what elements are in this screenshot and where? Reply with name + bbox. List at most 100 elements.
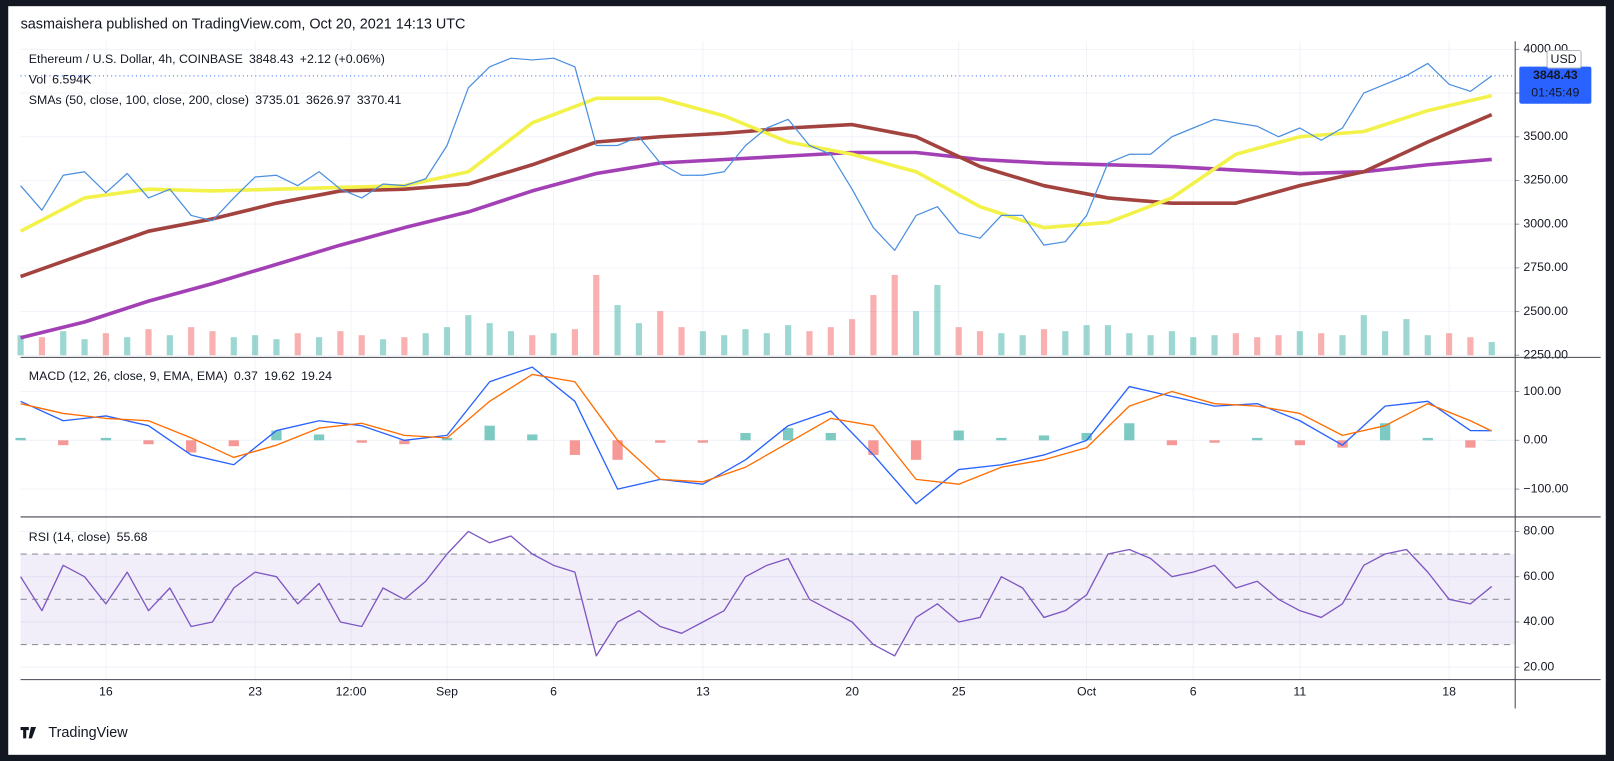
rsi-last: 55.68 xyxy=(117,530,148,544)
volume-bar xyxy=(934,284,941,356)
volume-bar xyxy=(827,327,834,356)
macd-title: MACD (12, 26, close, 9, EMA, EMA) xyxy=(29,369,228,383)
y-tick-label: −100.00 xyxy=(1523,481,1568,495)
y-tick-label: 80.00 xyxy=(1523,524,1554,538)
volume-bar xyxy=(124,337,131,356)
signal-last: 19.24 xyxy=(301,369,332,383)
volume-bar xyxy=(1104,325,1112,356)
x-tick-label: 20 xyxy=(845,684,859,698)
histogram-bar xyxy=(1465,440,1476,448)
volume-bar xyxy=(998,333,1005,356)
x-tick-label: 18 xyxy=(1442,684,1456,698)
x-tick-label: 6 xyxy=(1190,684,1197,698)
y-tick-label: 2500.00 xyxy=(1523,304,1568,318)
volume-bar xyxy=(976,331,984,356)
volume-bar xyxy=(678,327,685,356)
series-line xyxy=(20,373,1493,485)
hist-last: 0.37 xyxy=(234,369,258,383)
volume-bar xyxy=(593,274,600,356)
x-tick-label: 13 xyxy=(696,684,710,698)
volume-bar xyxy=(60,331,67,356)
volume-bar xyxy=(1254,337,1261,356)
histogram-bar xyxy=(1081,432,1092,441)
y-tick-label: 20.00 xyxy=(1523,659,1554,673)
volume-bar xyxy=(443,327,451,356)
volume-bar xyxy=(1424,335,1431,356)
x-tick-label: 12:00 xyxy=(336,684,367,698)
x-tick-label: 25 xyxy=(952,684,966,698)
y-tick-label: 0.00 xyxy=(1523,433,1547,447)
series-line xyxy=(20,530,1493,657)
histogram-bar xyxy=(910,440,922,460)
x-tick-label: 16 xyxy=(99,684,113,698)
volume-bar xyxy=(166,335,173,356)
currency-box xyxy=(1546,49,1582,69)
volume-bar xyxy=(401,337,408,356)
volume-bar xyxy=(294,333,301,356)
volume-last: 6.594K xyxy=(52,73,92,87)
volume-bar xyxy=(891,274,898,356)
histogram-bar xyxy=(58,440,69,446)
publish-header: sasmaishera published on TradingView.com… xyxy=(21,17,466,33)
histogram-bar xyxy=(1422,437,1433,441)
y-tick-label: 3250.00 xyxy=(1523,173,1568,187)
histogram-bar xyxy=(782,428,794,441)
y-tick-label: 100.00 xyxy=(1523,384,1561,398)
histogram-bar xyxy=(1166,440,1178,446)
histogram-bar xyxy=(953,430,964,441)
macd-last: 19.62 xyxy=(264,369,295,383)
price-box-countdown: 01:45:49 xyxy=(1531,86,1579,100)
y-tick-label: 60.00 xyxy=(1523,569,1554,583)
volume-bar xyxy=(1275,335,1282,356)
series-line xyxy=(20,150,1492,340)
volume-bar xyxy=(806,331,813,356)
volume-bar xyxy=(529,335,536,356)
volume-bar xyxy=(699,331,706,356)
volume-bar xyxy=(571,329,579,356)
histogram-bar xyxy=(143,440,154,445)
volume-bar xyxy=(38,337,45,356)
volume-bar xyxy=(763,333,770,356)
volume-bar xyxy=(870,295,877,356)
histogram-bar xyxy=(655,440,666,443)
histogram-bar xyxy=(271,430,282,441)
volume-bar xyxy=(145,329,152,356)
currency-label: USD xyxy=(1551,52,1577,66)
histogram-bar xyxy=(186,440,197,453)
volume-bar xyxy=(209,331,216,356)
volume-bar xyxy=(1232,333,1239,356)
volume-bar xyxy=(1168,331,1176,356)
volume-bar xyxy=(1211,335,1218,356)
volume-bar xyxy=(1339,335,1346,356)
footer-brand: TradingView xyxy=(48,725,128,741)
volume-bar xyxy=(252,335,259,356)
volume-bar xyxy=(507,331,515,356)
histogram-bar xyxy=(356,440,367,443)
histogram-bar xyxy=(313,434,325,441)
volume-bar xyxy=(1296,331,1303,356)
x-tick-label: 11 xyxy=(1293,684,1306,698)
histogram-bar xyxy=(825,432,836,441)
volume-bar xyxy=(849,319,856,356)
histogram-bar xyxy=(740,432,751,441)
sma-title: SMAs (50, close, 100, close, 200, close) xyxy=(29,93,249,107)
x-tick-label: Sep xyxy=(436,684,458,698)
x-tick-label: 6 xyxy=(550,684,557,698)
volume-bar xyxy=(188,327,195,356)
volume-bar xyxy=(1126,333,1133,356)
volume-bar xyxy=(1488,342,1495,356)
histogram-bar xyxy=(527,434,538,441)
volume-bar xyxy=(1040,329,1048,356)
volume-bar xyxy=(102,333,109,356)
volume-bar xyxy=(614,305,621,356)
volume-bar xyxy=(465,315,472,356)
volume-bar xyxy=(337,331,344,356)
volume-title: Vol xyxy=(29,73,46,87)
histogram-bar xyxy=(1209,440,1220,443)
volume-bar xyxy=(1062,331,1069,356)
histogram-bar xyxy=(1252,437,1263,441)
volume-bar xyxy=(1446,333,1453,356)
y-tick-label: 3500.00 xyxy=(1523,129,1568,143)
histogram-bar xyxy=(484,425,495,441)
series-line xyxy=(20,366,1492,505)
